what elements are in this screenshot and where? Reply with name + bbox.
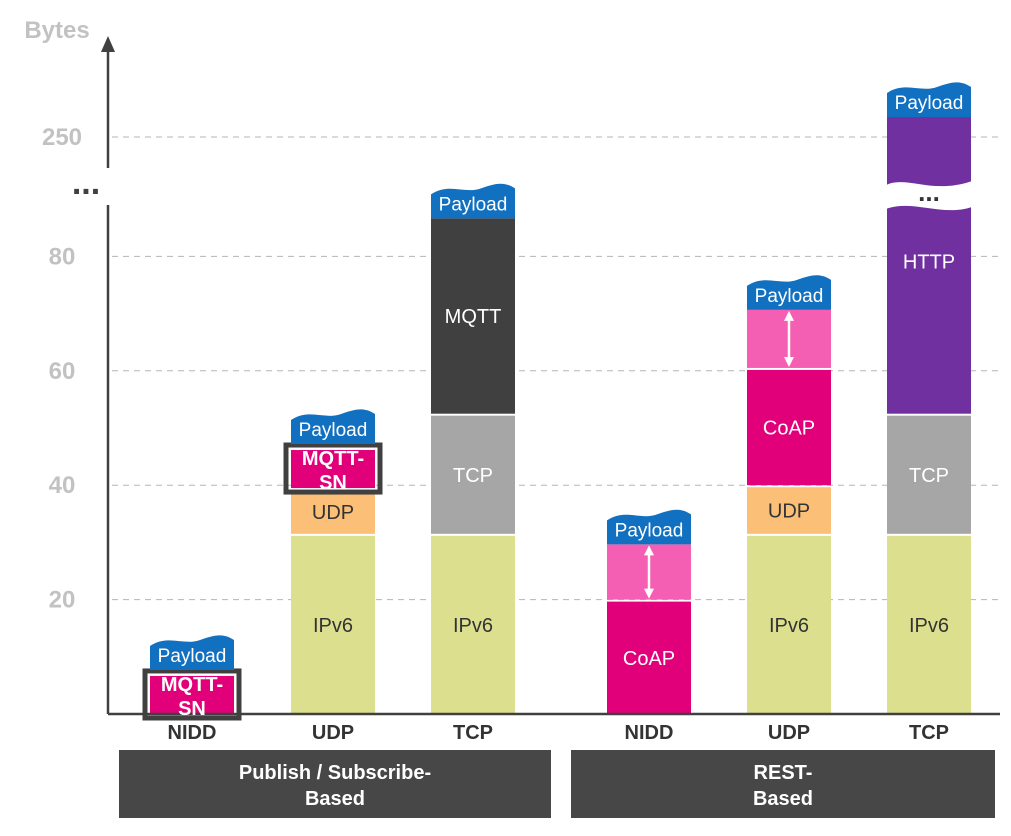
segment-label: UDP [768,501,810,523]
y-tick-label: 60 [49,358,76,385]
axes: ... [72,36,1000,716]
x-category-label: UDP [312,722,354,744]
bar-nidd-rest [607,509,691,714]
x-category-label: NIDD [625,722,674,744]
segment-ipv6 [431,535,515,714]
segment-mqtt [150,675,234,714]
bar-tcp-rest [886,82,972,714]
group-label-line1: REST- [754,762,813,784]
payload-block [747,275,831,310]
x-category-label: NIDD [168,722,217,744]
payload-block [607,509,691,545]
y-tick-label: 250 [42,124,82,151]
bar-break-band [886,181,972,211]
segment-http [887,117,971,414]
segment-udp [747,487,831,534]
x-category-label: TCP [909,722,949,744]
payload-block [431,183,515,219]
segment-ipv6 [291,535,375,714]
bar-tcp-pubsub [431,183,515,714]
segment-udp [291,490,375,534]
segment-label: MQTT- [302,448,364,470]
payload-label: Payload [895,93,964,114]
payload-label: Payload [439,194,508,215]
segment-label: SN [178,698,206,720]
axis-break-marker: ... [72,164,100,202]
segment-tcp [431,415,515,534]
segment-label: IPv6 [453,615,493,637]
segment-label: MQTT [445,306,502,328]
segment-mqtt [431,218,515,414]
y-tick-label: 20 [49,587,76,614]
segment-coap [607,601,691,714]
bar-break-ellipsis: ... [918,177,940,207]
x-category-label: UDP [768,722,810,744]
segment-label: CoAP [623,648,675,670]
y-axis-arrowhead [101,36,115,52]
segment-label: CoAP [763,418,815,440]
segment-label: TCP [909,465,949,487]
segment-label: IPv6 [313,615,353,637]
segment-label: MQTT- [161,674,223,696]
labels: 20406080250MQTT-SNPayloadNIDDIPv6UDPMQTT… [24,17,995,818]
group-label-line2: Based [753,788,813,810]
segment-mqtt [291,450,375,489]
group-band-background [119,750,551,818]
gridlines [112,136,1000,601]
segment-coap [747,369,831,486]
segment-tcp [887,415,971,534]
group-label-line2: Based [305,788,365,810]
segment-ipv6 [887,535,971,714]
segment-label: IPv6 [769,615,809,637]
x-category-label: TCP [453,722,493,744]
segment-ipv6 [747,535,831,714]
segment-outline [142,668,242,721]
payload-label: Payload [158,646,227,667]
segment-label: IPv6 [909,615,949,637]
payload-block [887,82,971,117]
y-tick-label: 40 [49,472,76,499]
group-band-background [571,750,995,818]
group-label-line1: Publish / Subscribe- [239,762,431,784]
bar-nidd-pubsub [142,635,242,721]
segment-label: UDP [312,502,354,524]
bar-udp-pubsub [283,409,383,714]
segment-label: TCP [453,465,493,487]
payload-block [150,635,234,670]
segment-outline [283,442,383,495]
segment-label: HTTP [903,251,955,273]
bars [142,82,972,721]
y-tick-label: 80 [49,243,76,270]
y-axis-label: Bytes [24,17,89,44]
group-band-rest: REST- Based [571,750,995,818]
payload-label: Payload [299,420,368,441]
payload-block [291,409,375,445]
segment-label: SN [319,472,347,494]
group-band-pubsub: Publish / Subscribe- Based [119,750,551,818]
payload-label: Payload [755,286,824,307]
bar-udp-rest [747,275,831,714]
payload-label: Payload [615,520,684,541]
